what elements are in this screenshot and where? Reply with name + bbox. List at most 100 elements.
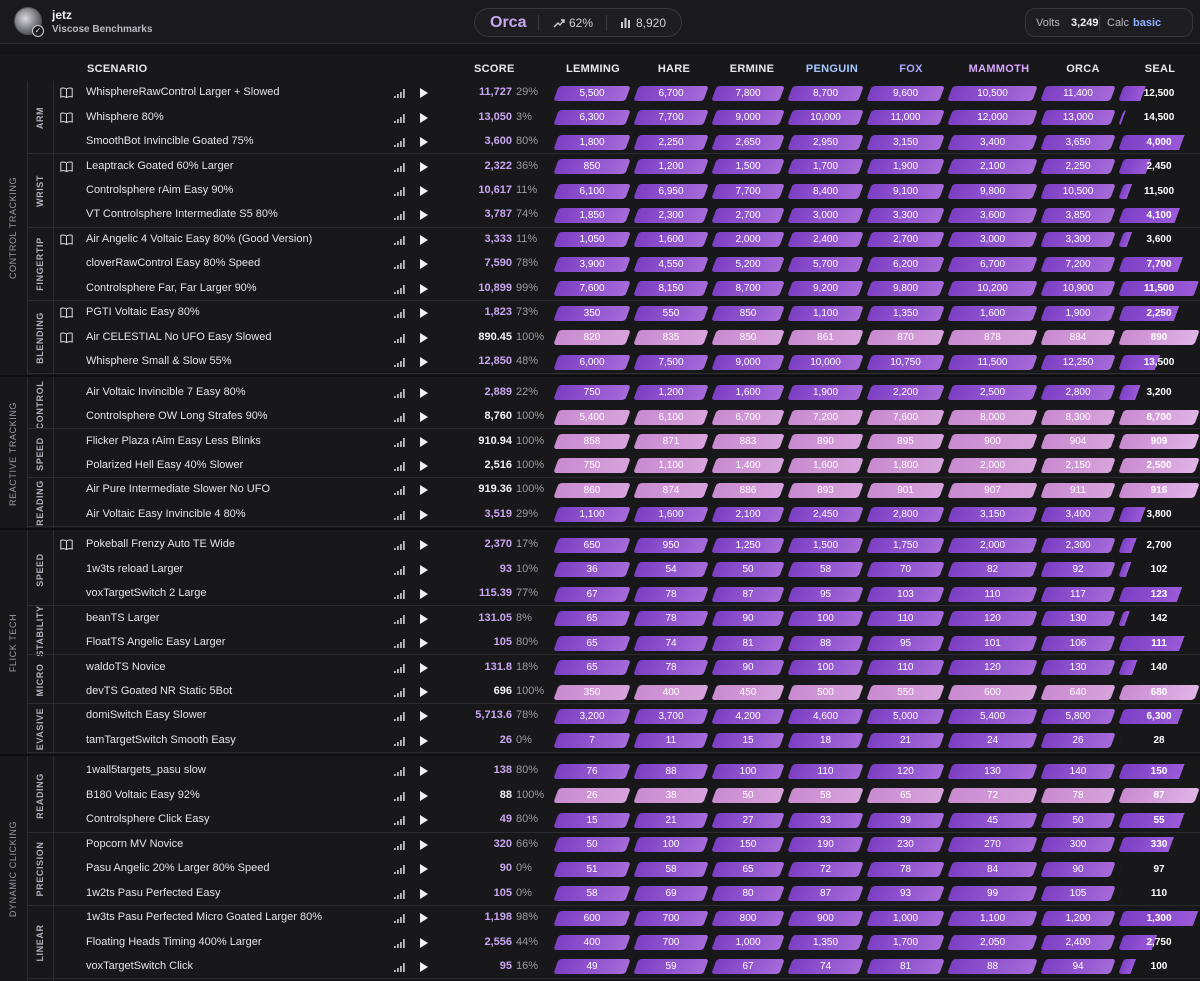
play-button[interactable] bbox=[420, 234, 428, 245]
scenario-name[interactable]: Controlsphere rAim Easy 90% bbox=[86, 184, 234, 197]
scenario-name[interactable]: Air CELESTIAL No UFO Easy Slowed bbox=[86, 330, 272, 343]
scenario-name[interactable]: Pasu Angelic 20% Larger 80% Speed bbox=[86, 862, 270, 875]
scenario-name[interactable]: Controlsphere OW Long Strafes 90% bbox=[86, 410, 268, 423]
leaderboard-icon[interactable] bbox=[394, 688, 406, 698]
leaderboard-icon[interactable] bbox=[394, 486, 406, 496]
leaderboard-icon[interactable] bbox=[394, 388, 406, 398]
leaderboard-icon[interactable] bbox=[394, 590, 406, 600]
play-button[interactable] bbox=[420, 815, 428, 826]
leaderboard-icon[interactable] bbox=[394, 712, 406, 722]
scenario-name[interactable]: cloverRawControl Easy 80% Speed bbox=[86, 257, 261, 270]
guide-book-icon[interactable] bbox=[60, 539, 73, 551]
guide-book-icon[interactable] bbox=[60, 307, 73, 319]
leaderboard-icon[interactable] bbox=[394, 187, 406, 197]
leaderboard-icon[interactable] bbox=[394, 663, 406, 673]
leaderboard-icon[interactable] bbox=[394, 816, 406, 826]
avatar[interactable]: ✓ bbox=[14, 7, 44, 37]
play-button[interactable] bbox=[420, 283, 428, 294]
leaderboard-icon[interactable] bbox=[394, 138, 406, 148]
leaderboard-icon[interactable] bbox=[394, 767, 406, 777]
column-rank-mammoth[interactable]: MAMMOTH bbox=[968, 63, 1030, 75]
leaderboard-icon[interactable] bbox=[394, 89, 406, 99]
play-button[interactable] bbox=[420, 564, 428, 575]
scenario-name[interactable]: Air Voltaic Easy Invincible 4 80% bbox=[86, 507, 246, 520]
scenario-name[interactable]: voxTargetSwitch Click bbox=[86, 959, 193, 972]
play-button[interactable] bbox=[420, 210, 428, 221]
play-button[interactable] bbox=[420, 638, 428, 649]
play-button[interactable] bbox=[420, 937, 428, 948]
scenario-name[interactable]: tamTargetSwitch Smooth Easy bbox=[86, 733, 236, 746]
play-button[interactable] bbox=[420, 88, 428, 99]
guide-book-icon[interactable] bbox=[60, 87, 73, 99]
leaderboard-icon[interactable] bbox=[394, 309, 406, 319]
play-button[interactable] bbox=[420, 112, 428, 123]
column-rank-hare[interactable]: HARE bbox=[657, 63, 691, 75]
play-button[interactable] bbox=[420, 662, 428, 673]
column-rank-seal[interactable]: SEAL bbox=[1144, 63, 1176, 75]
column-rank-ermine[interactable]: ERMINE bbox=[729, 63, 775, 75]
leaderboard-icon[interactable] bbox=[394, 211, 406, 221]
scenario-name[interactable]: devTS Goated NR Static 5Bot bbox=[86, 685, 233, 698]
play-button[interactable] bbox=[420, 387, 428, 398]
leaderboard-icon[interactable] bbox=[394, 889, 406, 899]
scenario-name[interactable]: Whisphere 80% bbox=[86, 110, 164, 123]
play-button[interactable] bbox=[420, 766, 428, 777]
leaderboard-icon[interactable] bbox=[394, 614, 406, 624]
scenario-name[interactable]: 1w2ts Pasu Perfected Easy bbox=[86, 886, 221, 899]
username[interactable]: jetz bbox=[52, 8, 73, 22]
scenario-name[interactable]: Air Pure Intermediate Slower No UFO bbox=[86, 483, 271, 496]
leaderboard-icon[interactable] bbox=[394, 914, 406, 924]
leaderboard-icon[interactable] bbox=[394, 413, 406, 423]
play-button[interactable] bbox=[420, 436, 428, 447]
play-button[interactable] bbox=[420, 509, 428, 520]
scenario-name[interactable]: SmoothBot Invincible Goated 75% bbox=[86, 135, 254, 148]
leaderboard-icon[interactable] bbox=[394, 736, 406, 746]
leaderboard-icon[interactable] bbox=[394, 235, 406, 245]
leaderboard-icon[interactable] bbox=[394, 333, 406, 343]
scenario-name[interactable]: beanTS Larger bbox=[86, 611, 160, 624]
play-button[interactable] bbox=[420, 864, 428, 875]
leaderboard-icon[interactable] bbox=[394, 962, 406, 972]
leaderboard-icon[interactable] bbox=[394, 461, 406, 471]
calc-mode-toggle[interactable]: basic bbox=[1133, 17, 1162, 29]
benchmark-name[interactable]: Viscose Benchmarks bbox=[52, 24, 153, 35]
play-button[interactable] bbox=[420, 137, 428, 148]
leaderboard-icon[interactable] bbox=[394, 938, 406, 948]
scenario-name[interactable]: Polarized Hell Easy 40% Slower bbox=[86, 458, 244, 471]
play-button[interactable] bbox=[420, 332, 428, 343]
play-button[interactable] bbox=[420, 485, 428, 496]
play-button[interactable] bbox=[420, 412, 428, 423]
leaderboard-icon[interactable] bbox=[394, 162, 406, 172]
scenario-name[interactable]: B180 Voltaic Easy 92% bbox=[86, 788, 200, 801]
scenario-name[interactable]: Air Angelic 4 Voltaic Easy 80% (Good Ver… bbox=[86, 232, 313, 245]
column-rank-fox[interactable]: FOX bbox=[899, 63, 923, 75]
guide-book-icon[interactable] bbox=[60, 332, 73, 343]
play-button[interactable] bbox=[420, 460, 428, 471]
play-button[interactable] bbox=[420, 357, 428, 368]
scenario-name[interactable]: Floating Heads Timing 400% Larger bbox=[86, 935, 262, 948]
scenario-name[interactable]: Air Voltaic Invincible 7 Easy 80% bbox=[86, 385, 246, 398]
column-rank-lemming[interactable]: LEMMING bbox=[565, 63, 621, 75]
scenario-name[interactable]: voxTargetSwitch 2 Large bbox=[86, 587, 207, 600]
play-button[interactable] bbox=[420, 540, 428, 551]
guide-book-icon[interactable] bbox=[60, 234, 73, 245]
play-button[interactable] bbox=[420, 308, 428, 319]
scenario-name[interactable]: Popcorn MV Novice bbox=[86, 837, 184, 850]
play-button[interactable] bbox=[420, 839, 428, 850]
scenario-name[interactable]: FloatTS Angelic Easy Larger bbox=[86, 636, 226, 649]
play-button[interactable] bbox=[420, 961, 428, 972]
leaderboard-icon[interactable] bbox=[394, 358, 406, 368]
column-score[interactable]: SCORE bbox=[474, 63, 515, 75]
guide-book-icon[interactable] bbox=[60, 112, 73, 123]
guide-book-icon[interactable] bbox=[60, 161, 73, 172]
column-rank-penguin[interactable]: PENGUIN bbox=[805, 63, 859, 75]
leaderboard-icon[interactable] bbox=[394, 840, 406, 850]
scenario-name[interactable]: domiSwitch Easy Slower bbox=[86, 709, 207, 722]
play-button[interactable] bbox=[420, 259, 428, 270]
scenario-name[interactable]: 1w3ts reload Larger bbox=[86, 562, 184, 575]
scenario-name[interactable]: Pokeball Frenzy Auto TE Wide bbox=[86, 538, 235, 551]
play-button[interactable] bbox=[420, 613, 428, 624]
leaderboard-icon[interactable] bbox=[394, 260, 406, 270]
play-button[interactable] bbox=[420, 790, 428, 801]
leaderboard-icon[interactable] bbox=[394, 565, 406, 575]
